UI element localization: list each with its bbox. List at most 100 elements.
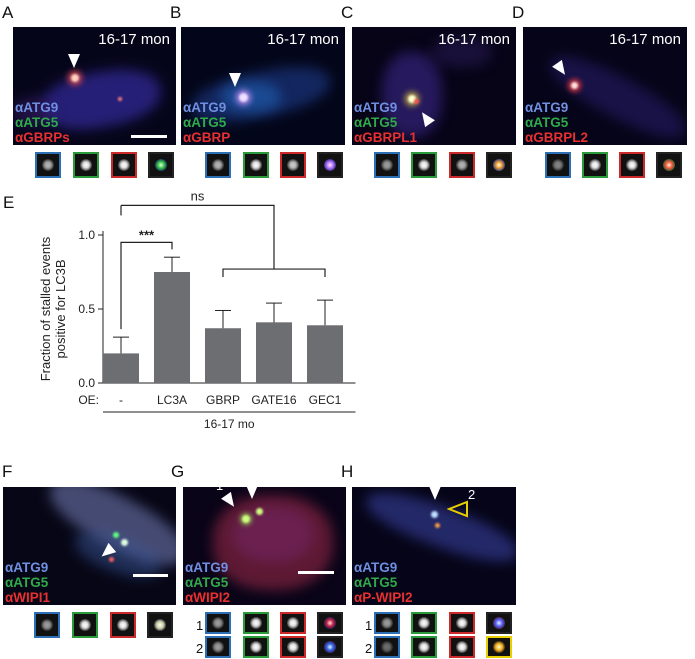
x-tick-label: GEC1 (309, 393, 342, 407)
significance-label-lc3a: *** (139, 227, 155, 242)
y-tick-label: 0.5 (78, 302, 95, 316)
row-number-2: 2 (365, 641, 373, 656)
arrowhead-2 (246, 487, 258, 499)
panel-label-f: F (2, 462, 13, 481)
panel-label-c: C (341, 3, 354, 22)
x-prefix-label: OE: (78, 393, 99, 407)
micrograph-a: 16-17 mon αATG9 αATG5 αGBRPs (13, 27, 176, 145)
panel-label-d: D (512, 3, 525, 22)
marker-label: αP-WIPI2 (354, 590, 413, 605)
atg5-label: αATG5 (5, 575, 49, 590)
inset-marker (110, 612, 136, 638)
atg9-label: αATG9 (525, 100, 569, 115)
inset-atg9 (374, 636, 400, 658)
panel-label-g: G (171, 462, 185, 481)
inset-marker (111, 152, 137, 178)
bar (103, 353, 139, 383)
significance-label-group: ns (191, 193, 205, 203)
y-axis-label-line1: Fraction of stalled events (38, 236, 53, 381)
inset-marker (280, 152, 306, 178)
atg5-label: αATG5 (525, 115, 569, 130)
marker-label: αWIPI2 (185, 590, 231, 605)
marker-label: αGBRPL2 (525, 130, 589, 145)
row-number-1: 1 (196, 618, 204, 633)
inset-atg9 (374, 152, 400, 178)
micrograph-b: 16-17 mon αATG9 αATG5 αGBRP (181, 27, 345, 145)
inset-atg5 (411, 636, 437, 658)
inset-merge (656, 152, 682, 178)
atg5-label: αATG5 (354, 575, 398, 590)
micrograph-f: αATG9 αATG5 αWIPI1 (3, 487, 176, 605)
inset-atg9 (35, 152, 61, 178)
inset-marker (619, 152, 645, 178)
inset-atg5 (243, 636, 269, 658)
inset-atg9 (205, 636, 231, 658)
atg9-label: αATG9 (183, 100, 227, 115)
inset-marker (449, 152, 475, 178)
inset-merge (486, 636, 512, 658)
micrograph-d: 16-17 mon αATG9 αATG5 αGBRPL2 (523, 27, 687, 145)
significance-bracket-group (121, 204, 275, 270)
bar (256, 322, 292, 383)
inset-merge (317, 152, 343, 178)
atg9-label: αATG9 (354, 100, 398, 115)
x-tick-label: - (119, 393, 123, 407)
inset-atg9 (545, 152, 571, 178)
inset-merge (148, 152, 174, 178)
x-tick-label: GATE16 (251, 393, 296, 407)
atg5-label: αATG5 (15, 115, 59, 130)
inset-atg5 (582, 152, 608, 178)
x-tick-label: LC3A (157, 393, 187, 407)
micrograph-h: 1 2 αATG9 αATG5 αP-WIPI2 (352, 487, 516, 605)
inset-atg9 (34, 612, 60, 638)
atg5-label: αATG5 (183, 115, 227, 130)
age-label: 16-17 mon (438, 31, 510, 48)
bar (154, 272, 190, 383)
inset-marker (449, 612, 475, 634)
panel-label-a: A (2, 3, 14, 22)
atg9-label: αATG9 (185, 560, 229, 575)
atg5-label: αATG5 (185, 575, 229, 590)
row-number-1: 1 (365, 618, 373, 633)
atg9-label: αATG9 (354, 560, 398, 575)
bar (205, 328, 241, 383)
significance-bracket-lc3a (120, 241, 173, 330)
panel-label-b: B (170, 3, 182, 22)
inset-atg9 (374, 612, 400, 634)
inset-marker (280, 612, 306, 634)
y-axis-label-line2: positive for LC3B (53, 260, 68, 359)
inset-atg5 (243, 612, 269, 634)
arrowhead (68, 54, 80, 68)
group-label: 16-17 mo (204, 417, 255, 431)
inset-atg5 (411, 152, 437, 178)
inset-atg9 (205, 612, 231, 634)
inset-atg5 (73, 152, 99, 178)
x-tick-label: GBRP (206, 393, 240, 407)
panel-label-e: E (3, 193, 15, 212)
marker-label: αGBRP (183, 130, 231, 145)
inset-atg9 (205, 152, 231, 178)
inset-atg5 (72, 612, 98, 638)
marker-label: αGBRPL1 (354, 130, 418, 145)
scale-bar (131, 135, 167, 138)
marker-label: αWIPI1 (5, 590, 51, 605)
inset-atg5 (411, 612, 437, 634)
arrowhead-2-outline (447, 500, 468, 518)
scale-bar (298, 571, 334, 574)
scale-bar (133, 574, 168, 577)
atg9-label: αATG9 (15, 100, 59, 115)
age-label: 16-17 mon (98, 31, 170, 48)
y-tick-label: 1.0 (78, 228, 95, 242)
inset-merge (486, 152, 512, 178)
arrow-number-2: 2 (468, 487, 476, 502)
y-tick-label: 0.0 (78, 376, 95, 390)
inset-merge (317, 636, 343, 658)
inset-marker (449, 636, 475, 658)
inset-marker (280, 636, 306, 658)
row-number-2: 2 (196, 641, 204, 656)
group-bracket-top (222, 268, 326, 278)
micrograph-g: 1 2 αATG9 αATG5 αWIPI2 (183, 487, 346, 605)
inset-merge (486, 612, 512, 634)
arrow-number-1: 1 (216, 487, 223, 493)
age-label: 16-17 mon (609, 31, 681, 48)
